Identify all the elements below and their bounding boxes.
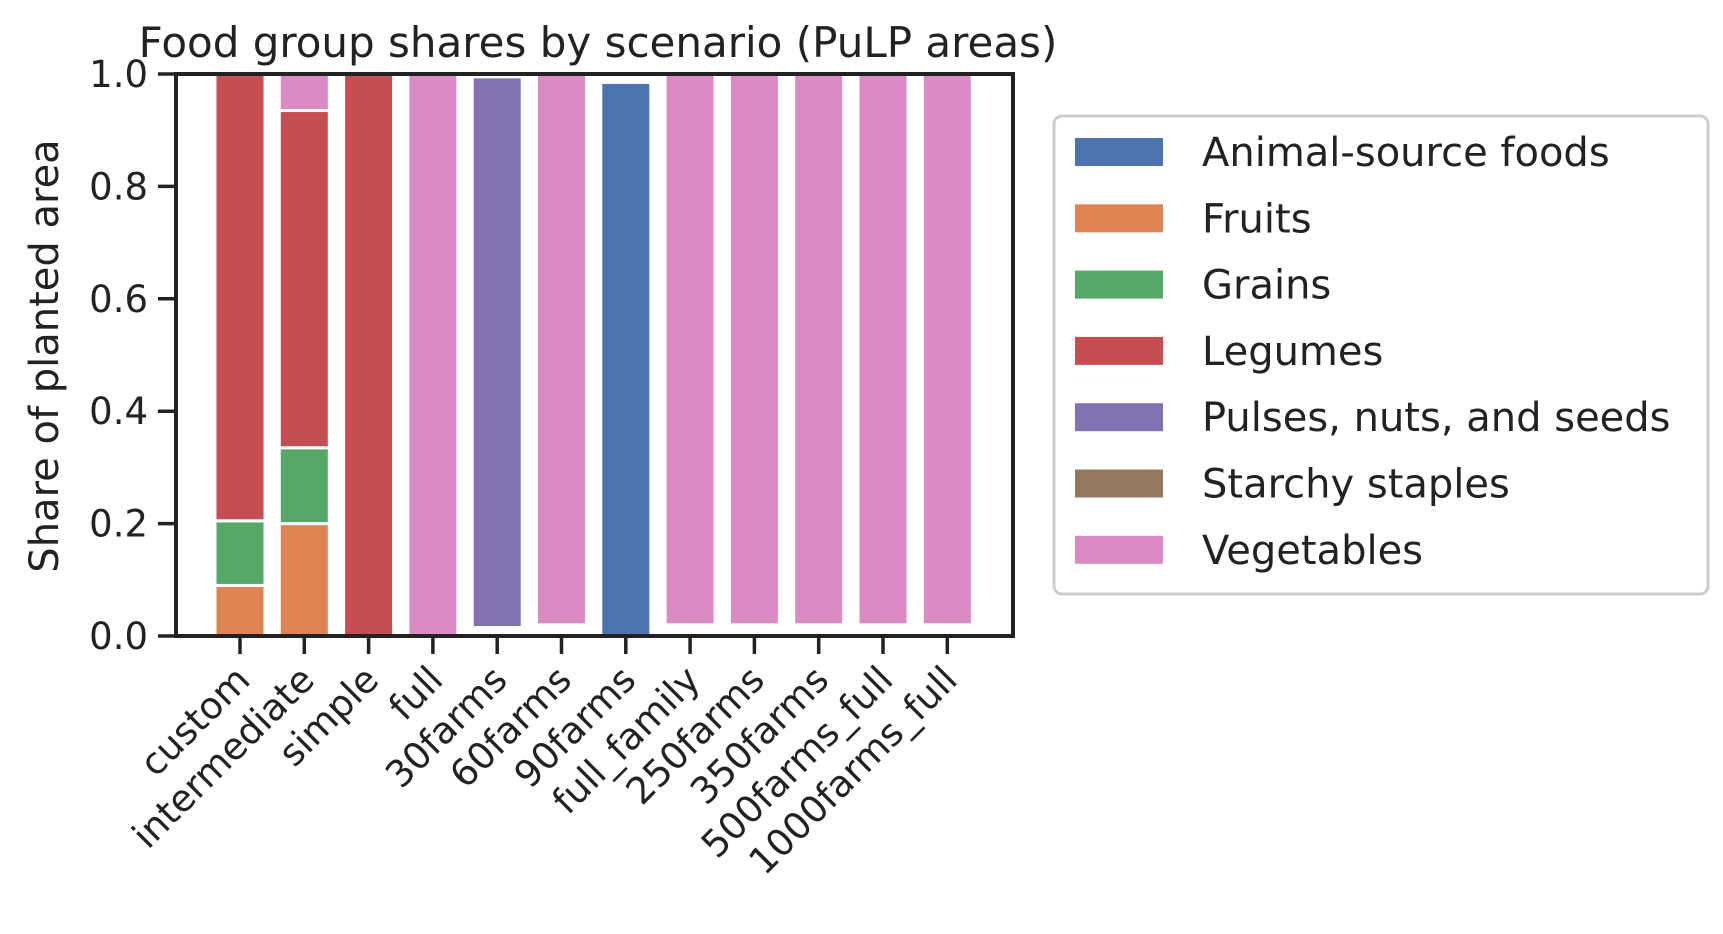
bar-90farms-animal-source-foods — [599, 80, 653, 638]
bar-1000farms-full-vegetables — [920, 72, 974, 627]
y-tick-label: 0.2 — [89, 503, 148, 546]
legend-label-grains: Grains — [1202, 263, 1331, 309]
bar-30farms-pulses-nuts-and-seeds — [470, 75, 524, 630]
legend-swatch-legumes — [1075, 336, 1163, 365]
legend-swatch-vegetables — [1075, 535, 1163, 564]
chart-title: Food group shares by scenario (PuLP area… — [139, 18, 1058, 67]
bar-intermediate-fruits — [277, 522, 331, 638]
legend-label-starchy-staples: Starchy staples — [1202, 462, 1510, 508]
bar-simple-legumes — [342, 72, 396, 638]
bar-custom-fruits — [213, 583, 267, 638]
plot-area: 0.00.20.40.60.81.0customintermediatesimp… — [89, 53, 1015, 883]
legend-swatch-grains — [1075, 270, 1163, 299]
y-tick-label: 0.6 — [89, 278, 148, 321]
legend-label-fruits: Fruits — [1202, 196, 1312, 242]
legend-label-pulses-nuts-and-seeds: Pulses, nuts, and seeds — [1202, 395, 1671, 441]
y-tick-label: 1.0 — [89, 53, 148, 96]
bar-intermediate-vegetables — [277, 72, 331, 113]
legend-frame — [1052, 114, 1710, 596]
bar-full-family-vegetables — [663, 72, 717, 627]
bar-custom-legumes — [213, 72, 267, 523]
legend-label-animal-source-foods: Animal-source foods — [1202, 130, 1610, 176]
legend-swatch-fruits — [1075, 204, 1163, 233]
bar-full-vegetables — [406, 72, 460, 638]
legend-swatch-pulses-nuts-and-seeds — [1075, 403, 1163, 432]
legend-label-vegetables: Vegetables — [1202, 528, 1423, 574]
bar-60farms-vegetables — [535, 72, 588, 627]
bar-350farms-vegetables — [792, 72, 846, 627]
legend-swatch-starchy-staples — [1075, 469, 1163, 498]
bar-intermediate-legumes — [277, 109, 331, 450]
bar-intermediate-grains — [277, 446, 331, 526]
y-tick-label: 0.4 — [89, 390, 148, 433]
y-axis-label: Share of planted area — [22, 139, 68, 572]
axes-frame — [174, 72, 1015, 638]
legend: Animal-source foods Fruits Grains Legumes Pu… — [1052, 114, 1710, 596]
legend-label-legumes: Legumes — [1202, 329, 1383, 375]
bar-custom-grains — [213, 519, 267, 587]
bar-500farms-full-vegetables — [856, 72, 910, 627]
bar-250farms-vegetables — [727, 72, 781, 627]
y-tick-label: 0.8 — [89, 165, 148, 208]
y-tick-label: 0.0 — [89, 615, 148, 658]
legend-swatch-animal-source-foods — [1075, 138, 1163, 166]
